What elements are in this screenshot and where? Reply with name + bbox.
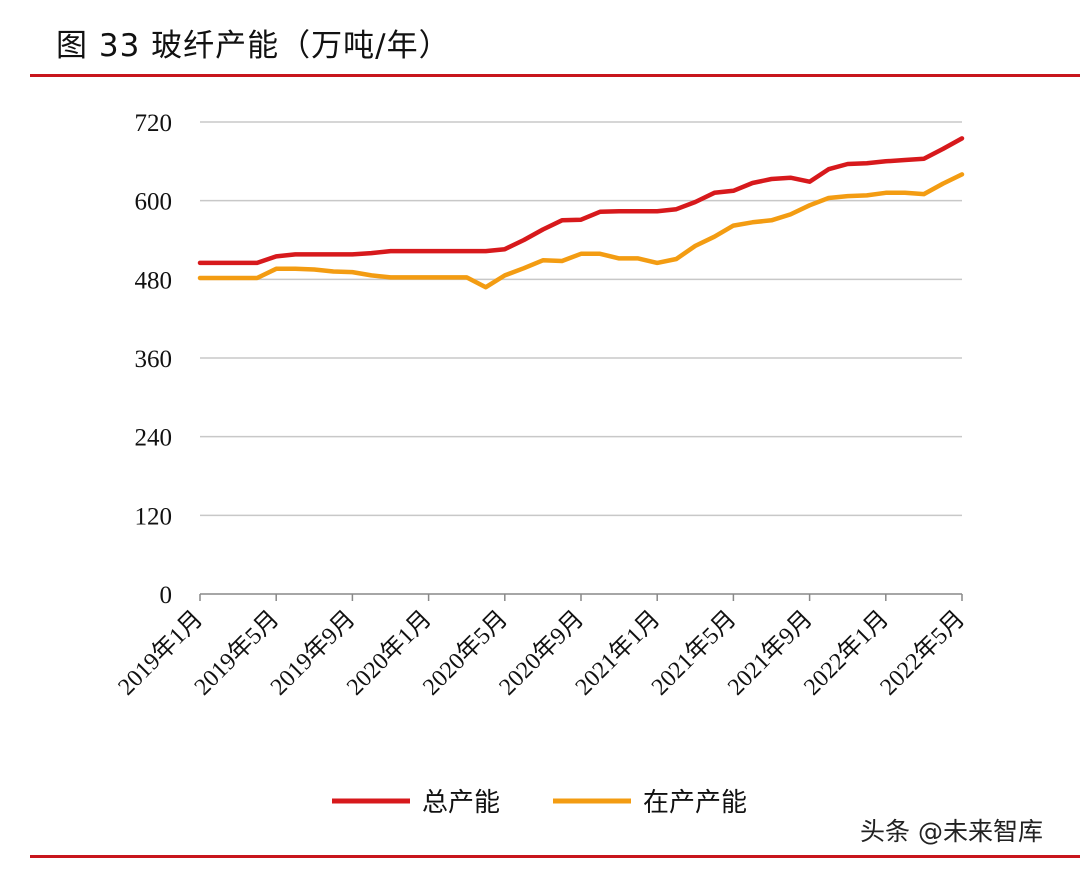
- series-lines: [197, 136, 965, 290]
- y-tick-labels: 0 120 240 360 480 600 720: [135, 110, 173, 609]
- bottom-rule: [30, 855, 1080, 858]
- figure-title: 图 33 玻纤产能（万吨/年）: [56, 28, 451, 64]
- y-tick-label: 120: [135, 503, 173, 530]
- watermark: 头条 @未来智库: [858, 812, 1045, 848]
- y-tick-label: 480: [135, 267, 173, 294]
- y-tick-label: 720: [135, 110, 173, 137]
- legend-label-0: 总产能: [422, 788, 500, 818]
- x-axis: [199, 593, 963, 601]
- grid-lines: [200, 121, 962, 517]
- legend-label-1: 在产产能: [643, 788, 747, 818]
- legend: 总产能 在产产能: [332, 788, 747, 818]
- top-rule: [30, 74, 1080, 77]
- series-line-0: [197, 136, 965, 266]
- y-tick-label: 600: [135, 189, 173, 216]
- y-tick-label: 360: [135, 346, 173, 373]
- y-tick-label: 0: [160, 582, 173, 609]
- series-line-1: [197, 172, 965, 290]
- x-tick-labels: 2019年1月2019年5月2019年9月2020年1月2020年5月2020年…: [113, 605, 970, 700]
- y-tick-label: 240: [135, 425, 173, 452]
